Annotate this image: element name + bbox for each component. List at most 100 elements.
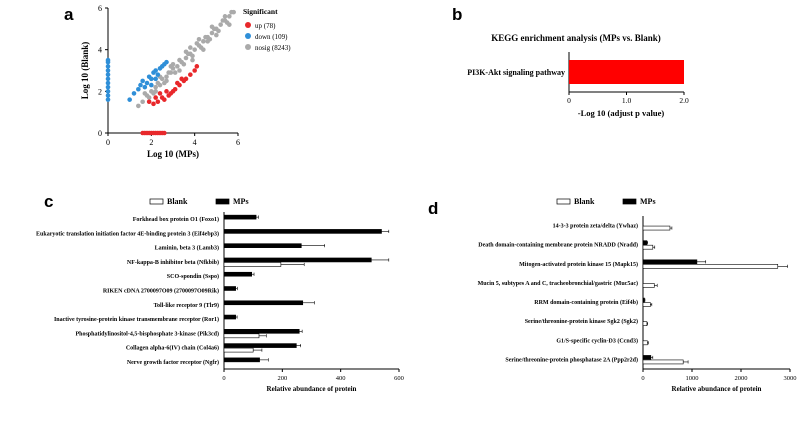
point-nosig xyxy=(166,70,171,75)
legend-swatch-MPs xyxy=(622,198,637,205)
x-tick-label: 6 xyxy=(236,138,240,147)
category-label: 14-3-3 protein zeta/delta (Ywhaz) xyxy=(553,223,638,230)
legend-label-down: down (109) xyxy=(255,33,288,41)
x-tick-label: 200 xyxy=(277,375,287,382)
x-tick-label: 400 xyxy=(336,375,346,382)
point-nosig xyxy=(227,14,232,19)
point-down xyxy=(140,78,145,84)
point-nosig xyxy=(220,18,226,23)
category-label: NF-kappa-B inhibitor beta (Nfkbib) xyxy=(127,259,219,266)
point-nosig xyxy=(164,78,169,84)
bar-MPs xyxy=(223,243,302,248)
panel-label-d: d xyxy=(428,199,438,218)
scatter-panel-a: 0 2 4 6 0 2 4 6 Log 10 (MPs) Log 10 (Blank) Signif… xyxy=(80,4,291,159)
bar-Blank xyxy=(223,262,282,267)
point-nosig xyxy=(183,55,189,61)
point-up xyxy=(194,64,200,69)
x-tick-label: 0 xyxy=(106,138,110,147)
point-nosig xyxy=(164,74,169,80)
point-nosig xyxy=(201,39,206,44)
point-down xyxy=(105,72,111,77)
point-up xyxy=(172,86,178,92)
point-nosig xyxy=(188,45,193,50)
point-nosig xyxy=(214,32,219,38)
point-down xyxy=(105,97,111,102)
category-label: Serine/threonine-protein phosphatase 2A … xyxy=(505,356,638,363)
category-label: G1/S-specific cyclin-D3 (Ccnd3) xyxy=(556,337,638,344)
point-nosig xyxy=(201,47,206,52)
x-axis-title: Relative abundance of protein xyxy=(267,385,357,393)
point-nosig xyxy=(194,41,200,46)
category-label: RRM domain-containing protein (Eif4b) xyxy=(534,299,638,306)
panel-label-b: b xyxy=(452,5,462,24)
point-up xyxy=(157,91,163,96)
bar-MPs xyxy=(642,259,698,265)
x-tick-label: 2.0 xyxy=(679,96,689,105)
x-tick-label: 2 xyxy=(149,138,153,147)
point-up xyxy=(162,97,167,102)
x-axis-title: Relative abundance of protein xyxy=(672,385,762,393)
point-down xyxy=(164,59,169,65)
bar-Blank xyxy=(223,333,260,339)
x-tick-label: 2000 xyxy=(735,375,748,382)
bar-Blank xyxy=(642,244,654,250)
point-up xyxy=(192,68,197,73)
bar-Blank xyxy=(642,283,655,288)
point-nosig xyxy=(218,22,223,27)
legend-swatch-Blank xyxy=(149,198,164,205)
legend-label-MPs: MPs xyxy=(640,197,656,206)
x-tick-label: 0 xyxy=(641,375,644,382)
kegg-bar-panel-b: KEGG enrichment analysis (MPs vs. Blank)… xyxy=(467,33,689,118)
bar-MPs xyxy=(642,240,648,245)
legend-title: Significant xyxy=(243,7,278,16)
point-down xyxy=(105,80,111,86)
category-label: PI3K-Akt signaling pathway xyxy=(467,68,565,77)
category-label: Nerve growth factor receptor (Ngfr) xyxy=(127,359,219,366)
bar-MPs xyxy=(223,314,236,320)
point-nosig xyxy=(140,99,145,105)
x-tick-label: 4 xyxy=(193,138,197,147)
category-label: Eukaryotic translation initiation factor… xyxy=(36,230,219,237)
category-label: SCO-spondin (Sspo) xyxy=(167,273,219,280)
point-down xyxy=(105,84,111,90)
x-tick-label: 1000 xyxy=(686,375,699,382)
point-down xyxy=(155,72,161,77)
point-up xyxy=(162,130,167,136)
point-nosig xyxy=(172,70,178,75)
bar-MPs xyxy=(223,229,382,234)
point-down xyxy=(105,93,111,98)
point-down xyxy=(149,82,154,88)
point-nosig xyxy=(192,47,197,52)
point-up xyxy=(151,101,156,107)
point-nosig xyxy=(168,64,174,69)
point-nosig xyxy=(222,14,228,19)
point-down xyxy=(105,57,111,63)
kegg-bar xyxy=(569,60,684,84)
y-axis-title: Log 10 (Blank) xyxy=(80,42,90,100)
point-nosig xyxy=(175,64,180,69)
bar-MPs xyxy=(642,355,652,360)
category-label: Toll-like receptor 9 (Tlr9) xyxy=(154,302,219,309)
point-down xyxy=(144,80,150,86)
x-tick-label: 1.0 xyxy=(622,96,632,105)
point-down xyxy=(136,86,141,92)
bar-MPs xyxy=(223,343,297,348)
bar-Blank xyxy=(642,321,648,326)
point-up xyxy=(175,80,180,86)
legend-marker-down xyxy=(245,33,251,39)
bar-MPs xyxy=(223,286,236,291)
legend-swatch-MPs xyxy=(215,198,230,205)
point-up xyxy=(155,99,161,105)
bar-MPs xyxy=(642,297,645,303)
category-label: Inactive tyrosine-protein kinase transme… xyxy=(54,316,219,323)
legend-label-nosig: nosig (8243) xyxy=(255,44,291,52)
point-down xyxy=(142,84,148,90)
point-up xyxy=(188,72,193,77)
point-up xyxy=(146,99,152,105)
x-axis-title: -Log 10 (adjust p value) xyxy=(578,108,665,118)
point-down xyxy=(138,82,143,88)
point-nosig xyxy=(229,9,234,15)
category-label: Mucin 5, subtypes A and C, tracheobronch… xyxy=(478,280,638,287)
point-nosig xyxy=(177,57,182,63)
